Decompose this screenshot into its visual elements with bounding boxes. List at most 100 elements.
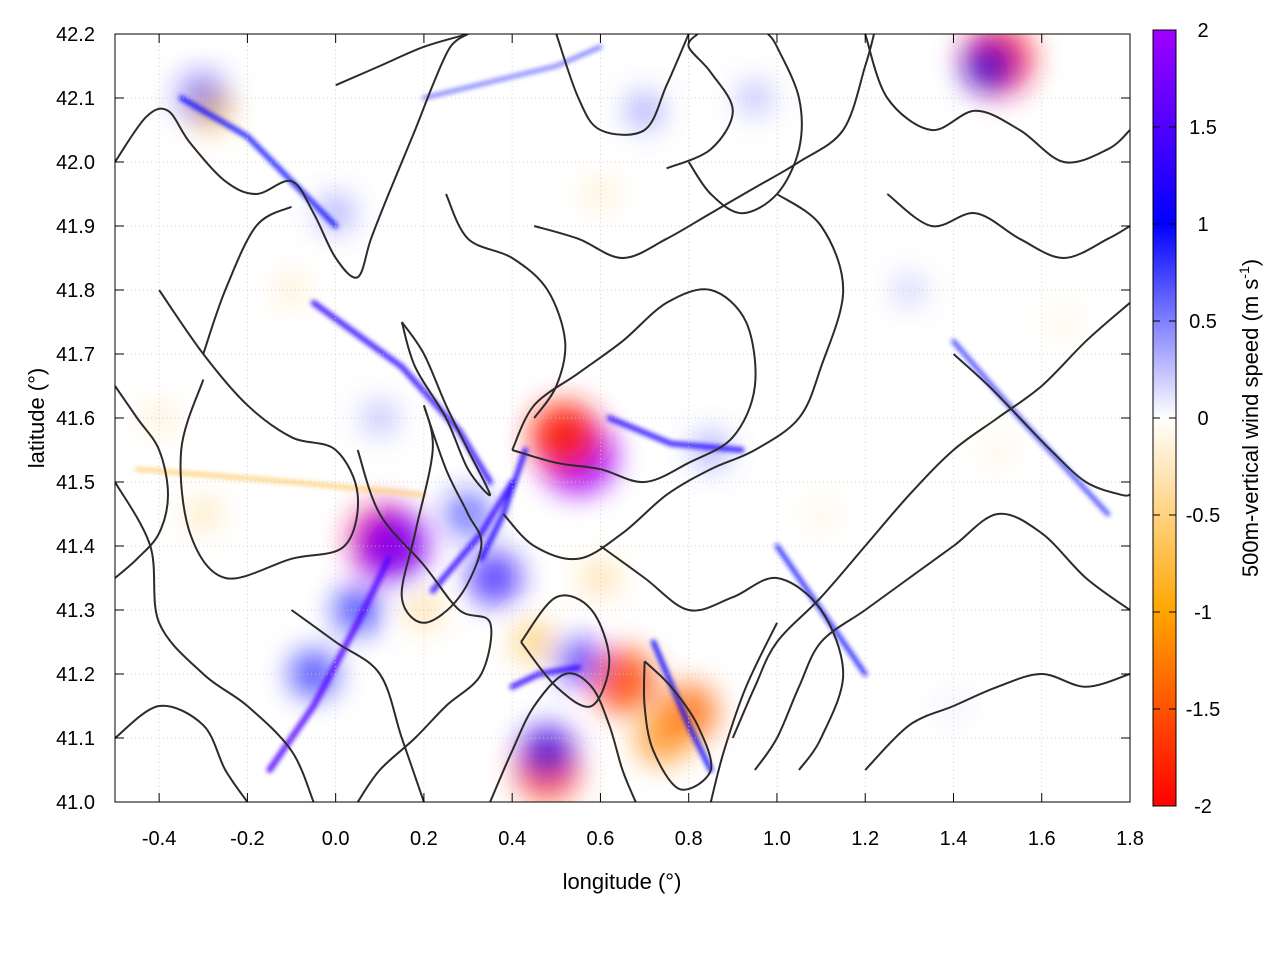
colorbar-tick-label: 1 bbox=[1197, 214, 1208, 236]
field-feature-18 bbox=[554, 637, 603, 686]
wind-field bbox=[135, 34, 1111, 802]
field-feature-6 bbox=[590, 648, 655, 713]
field-ridge-1 bbox=[310, 299, 493, 485]
y-tick-label: 41.3 bbox=[56, 600, 95, 622]
field-feature-20 bbox=[186, 497, 221, 531]
colorbar-tick-label: -1.5 bbox=[1186, 699, 1220, 721]
colorbar-tick-label: 0 bbox=[1197, 408, 1208, 430]
y-tick-label: 41.5 bbox=[56, 472, 95, 494]
colorbar-title: 500m-vertical wind speed (m s-1) bbox=[1236, 259, 1263, 577]
contour-line-8 bbox=[502, 193, 845, 561]
contour-line-25 bbox=[445, 193, 567, 419]
contour-line-21 bbox=[489, 672, 637, 802]
field-feature-31 bbox=[1049, 307, 1079, 337]
contour-line-6 bbox=[400, 321, 492, 497]
field-ridge-10 bbox=[421, 44, 603, 101]
field-feature-10 bbox=[961, 39, 1016, 93]
x-tick-label: 1.8 bbox=[1116, 828, 1144, 850]
contour-line-24 bbox=[202, 205, 292, 355]
field-ridge-0 bbox=[178, 95, 339, 229]
field-ridge-5 bbox=[509, 664, 582, 690]
y-tick-label: 41.1 bbox=[56, 728, 95, 750]
contour-line-13 bbox=[599, 545, 845, 771]
y-tick-label: 41.4 bbox=[56, 536, 95, 558]
field-ridges bbox=[135, 44, 1111, 773]
colorbar-tick-label: 0.5 bbox=[1189, 311, 1217, 333]
colorbar-tick-label: 2 bbox=[1197, 20, 1208, 42]
field-feature-3 bbox=[357, 510, 429, 582]
contour-line-0 bbox=[115, 34, 469, 279]
field-feature-26 bbox=[983, 435, 1012, 465]
y-tick-label: 41.0 bbox=[56, 792, 95, 814]
y-tick-label: 41.7 bbox=[56, 344, 95, 366]
contour-line-16 bbox=[709, 622, 778, 802]
colorbar-title-end: ) bbox=[1238, 259, 1263, 266]
x-tick-label: 1.4 bbox=[940, 828, 968, 850]
x-tick-label: 1.6 bbox=[1028, 828, 1056, 850]
field-feature-29 bbox=[737, 81, 772, 115]
field-feature-1 bbox=[529, 402, 601, 473]
field-feature-13 bbox=[467, 551, 522, 605]
colorbar-tick-label: -2 bbox=[1194, 796, 1212, 818]
field-feature-30 bbox=[893, 274, 925, 306]
x-tick-label: 0.2 bbox=[410, 828, 438, 850]
contour-line-4 bbox=[356, 449, 493, 802]
x-tick-label: 1.0 bbox=[763, 828, 791, 850]
field-ridge-2 bbox=[429, 479, 516, 594]
field-feature-8 bbox=[635, 711, 690, 765]
contour-line-9 bbox=[533, 34, 875, 259]
y-tick-label: 42.0 bbox=[56, 152, 95, 174]
colorbar-title-main: 500m-vertical wind speed (m s bbox=[1238, 279, 1263, 577]
field-blobs bbox=[143, 34, 1079, 802]
contour-line-12 bbox=[666, 34, 734, 170]
x-tick-label: 0.4 bbox=[498, 828, 526, 850]
y-axis: 41.0 41.1 41.2 41.3 41.4 41.5 41.6 41.7 41.8 41.9… bbox=[56, 24, 1130, 814]
y-tick-label: 41.8 bbox=[56, 280, 95, 302]
contours bbox=[115, 34, 1130, 802]
field-feature-23 bbox=[317, 194, 355, 232]
y-tick-label: 42.2 bbox=[56, 24, 95, 46]
contour-line-27 bbox=[115, 385, 169, 579]
colorbar-tick-label: -1 bbox=[1194, 602, 1212, 624]
field-ridge-6 bbox=[650, 639, 714, 773]
contour-line-28 bbox=[687, 34, 803, 215]
field-feature-24 bbox=[692, 431, 730, 469]
x-tick-label: -0.2 bbox=[230, 828, 264, 850]
contour-line-3 bbox=[115, 704, 249, 802]
contour-line-17 bbox=[864, 673, 1130, 771]
contour-line-26 bbox=[952, 353, 1130, 497]
field-feature-25 bbox=[806, 499, 836, 529]
colorbar-tick-label: 1.5 bbox=[1189, 117, 1217, 139]
field-feature-5 bbox=[520, 724, 575, 778]
y-tick-label: 41.2 bbox=[56, 664, 95, 686]
colorbar-tick-label: -0.5 bbox=[1186, 505, 1220, 527]
contour-line-18 bbox=[864, 34, 1130, 164]
y-tick-label: 41.9 bbox=[56, 216, 95, 238]
contour-line-7 bbox=[511, 288, 757, 484]
contour-line-20 bbox=[290, 609, 425, 802]
contour-line-1 bbox=[158, 289, 360, 580]
contour-line-5 bbox=[400, 404, 483, 624]
y-tick-label: 41.6 bbox=[56, 408, 95, 430]
y-axis-title: latitude (°) bbox=[24, 368, 49, 469]
x-tick-label: 0.0 bbox=[322, 828, 350, 850]
colorbar-title-exponent: -1 bbox=[1236, 266, 1252, 279]
x-axis: -0.4 -0.2 0.0 0.2 0.4 0.6 0.8 1.0 1.2 1.4 1.6 1.8 bbox=[142, 34, 1144, 850]
x-tick-label: 0.8 bbox=[675, 828, 703, 850]
colorbar-ticks: 2 1.5 1 0.5 0 -0.5 -1 -1.5 -2 bbox=[1153, 20, 1220, 818]
contour-line-22 bbox=[520, 594, 611, 708]
x-tick-label: 0.6 bbox=[587, 828, 615, 850]
x-tick-label: -0.4 bbox=[142, 828, 176, 850]
contour-line-11 bbox=[555, 34, 690, 136]
contour-line-19 bbox=[886, 193, 1130, 259]
contour-line-10 bbox=[335, 34, 469, 87]
colorbar: 2 1.5 1 0.5 0 -0.5 -1 -1.5 -2 500m-vertical wind… bbox=[1152, 20, 1263, 818]
x-tick-label: 1.2 bbox=[851, 828, 879, 850]
contour-line-23 bbox=[642, 660, 713, 791]
field-feature-17 bbox=[513, 620, 556, 664]
contour-line-15 bbox=[731, 302, 1130, 739]
contour-line-14 bbox=[754, 512, 1130, 771]
y-tick-label: 42.1 bbox=[56, 88, 95, 110]
x-axis-title: longitude (°) bbox=[563, 869, 682, 894]
